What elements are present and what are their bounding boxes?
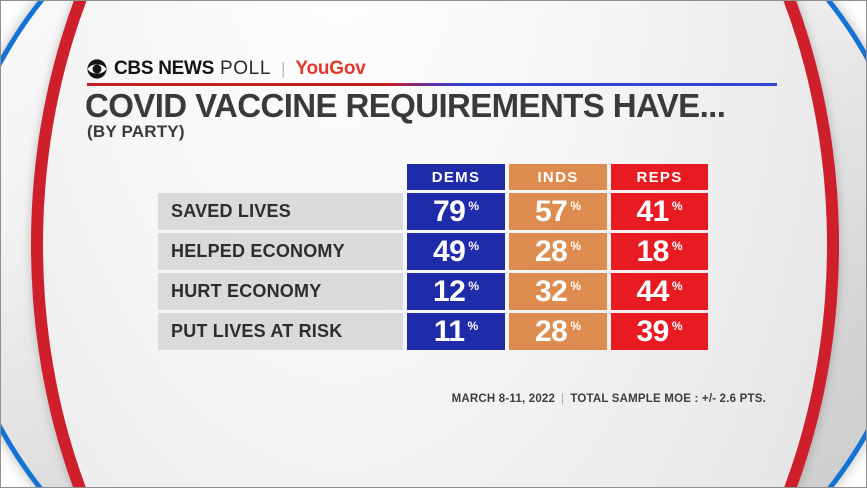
brand-partner-label: YouGov bbox=[295, 58, 366, 79]
value-cell-dems-row2: 49% bbox=[407, 233, 505, 270]
column-header-dems: DEMS bbox=[407, 164, 505, 190]
moe-note: TOTAL SAMPLE MOE : +/- 2.6 PTS. bbox=[570, 393, 766, 405]
value-number: 39 bbox=[636, 314, 669, 348]
source-note: MARCH 8-11, 2022 | TOTAL SAMPLE MOE : +/- … bbox=[381, 393, 766, 405]
percent-sign: % bbox=[468, 198, 480, 213]
poll-date: MARCH 8-11, 2022 bbox=[451, 393, 556, 405]
value-number: 44 bbox=[636, 274, 669, 308]
value-number: 28 bbox=[534, 234, 568, 268]
percent-sign: % bbox=[671, 198, 683, 213]
percent-sign: % bbox=[468, 278, 480, 293]
percent-sign: % bbox=[570, 238, 582, 253]
percent-sign: % bbox=[671, 238, 683, 253]
row-label: HELPED ECONOMY bbox=[158, 233, 403, 270]
column-header-inds: INDS bbox=[509, 164, 607, 190]
value-cell-reps-row1: 41% bbox=[611, 193, 708, 230]
percent-sign: % bbox=[671, 318, 683, 333]
value-number: 57 bbox=[534, 194, 568, 228]
percent-sign: % bbox=[570, 198, 582, 213]
table-corner-spacer bbox=[158, 164, 403, 190]
row-label: PUT LIVES AT RISK bbox=[158, 313, 403, 350]
row-label: SAVED LIVES bbox=[158, 193, 403, 230]
value-number: 18 bbox=[636, 234, 669, 268]
brand-underline-rule bbox=[87, 83, 777, 86]
value-cell-inds-row3: 32% bbox=[509, 273, 607, 310]
value-cell-inds-row2: 28% bbox=[509, 233, 607, 270]
page-title: COVID VACCINE REQUIREMENTS HAVE... bbox=[85, 87, 726, 124]
brand-network-label: CBS NEWS bbox=[114, 58, 214, 79]
value-cell-reps-row2: 18% bbox=[611, 233, 708, 270]
value-number: 41 bbox=[636, 194, 669, 228]
brand-lockup: CBS NEWS POLL | YouGov bbox=[87, 58, 366, 80]
value-number: 11 bbox=[433, 314, 465, 348]
footer-separator: | bbox=[561, 393, 565, 405]
value-number: 32 bbox=[534, 274, 568, 308]
percent-sign: % bbox=[570, 318, 582, 333]
value-number: 49 bbox=[432, 234, 466, 268]
value-number: 79 bbox=[432, 194, 466, 228]
page-subtitle: (BY PARTY) bbox=[87, 122, 185, 141]
value-cell-dems-row3: 12% bbox=[407, 273, 505, 310]
value-cell-inds-row1: 57% bbox=[509, 193, 607, 230]
percent-sign: % bbox=[467, 318, 479, 333]
value-cell-inds-row4: 28% bbox=[509, 313, 607, 350]
brand-separator: | bbox=[281, 59, 286, 78]
value-cell-dems-row4: 11% bbox=[407, 313, 505, 350]
value-cell-dems-row1: 79% bbox=[407, 193, 505, 230]
value-cell-reps-row4: 39% bbox=[611, 313, 708, 350]
cbs-eye-icon bbox=[87, 59, 107, 79]
value-cell-reps-row3: 44% bbox=[611, 273, 708, 310]
value-number: 28 bbox=[534, 314, 568, 348]
percent-sign: % bbox=[671, 278, 683, 293]
poll-results-table: DEMS INDS REPS SAVED LIVES 79% 57% 41% HELPED E… bbox=[158, 164, 708, 350]
row-label: HURT ECONOMY bbox=[158, 273, 403, 310]
column-header-reps: REPS bbox=[611, 164, 708, 190]
percent-sign: % bbox=[468, 238, 480, 253]
percent-sign: % bbox=[570, 278, 582, 293]
brand-program-label: POLL bbox=[220, 58, 271, 79]
value-number: 12 bbox=[432, 274, 466, 308]
